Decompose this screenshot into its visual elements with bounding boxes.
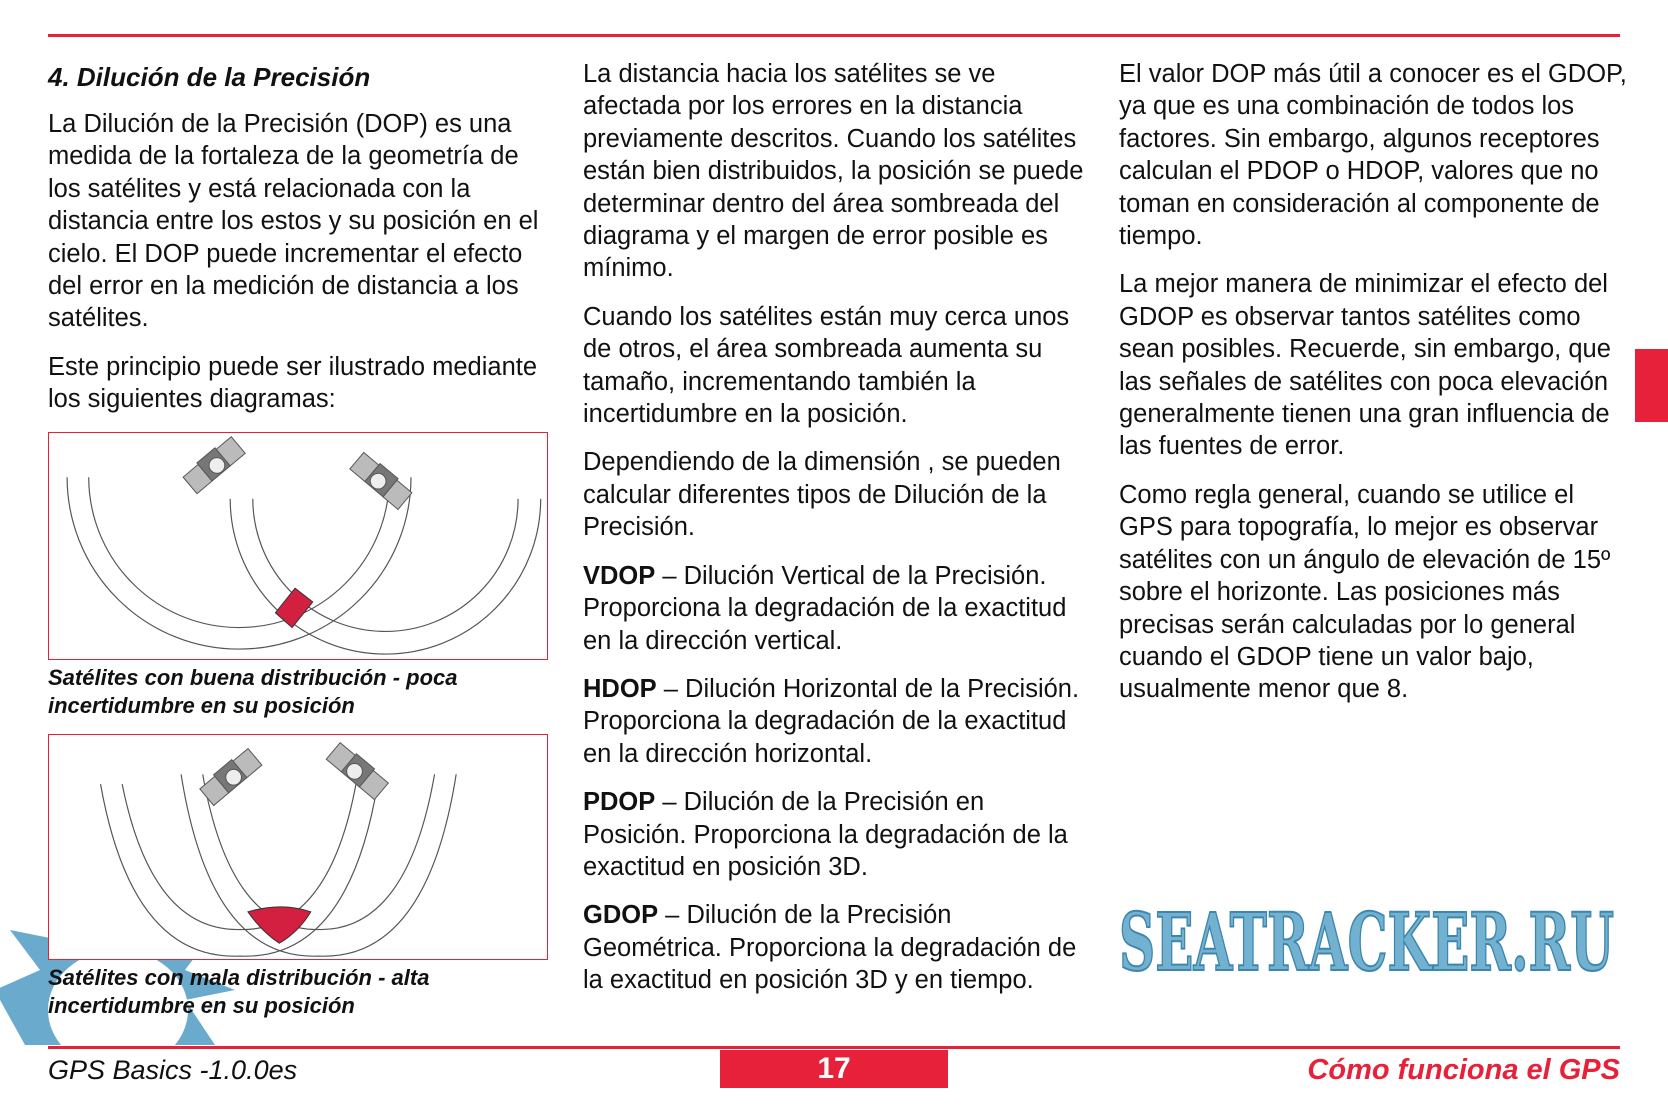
term: HDOP: [583, 674, 657, 703]
term: PDOP: [583, 788, 656, 817]
definition-vdop: VDOP – Dilución Vertical de la Precisión…: [583, 560, 1093, 657]
diagram-bad-distribution: [48, 733, 548, 960]
paragraph: La mejor manera de minimizar el efecto d…: [1119, 270, 1611, 461]
satellite-icon: [349, 451, 413, 510]
section-heading: 4. Dilución de la Precisión: [48, 62, 371, 92]
definition-text: – Dilución de la Precisión en Posición. …: [583, 788, 1068, 881]
term: GDOP: [583, 901, 659, 930]
footer-rule: [48, 1046, 1620, 1049]
footer-chapter-title: Cómo funciona el GPS: [1307, 1054, 1620, 1086]
term: VDOP: [583, 561, 656, 590]
footer-doc-title: GPS Basics -1.0.0es: [48, 1055, 298, 1085]
paragraph: Como regla general, cuando se utilice el…: [1119, 480, 1611, 704]
satellite-icon: [325, 741, 390, 800]
paragraph: El valor DOP más útil a conocer es el GD…: [1119, 60, 1627, 251]
watermark-text: SEATRACKER.RU: [1119, 895, 1614, 989]
definition-pdop: PDOP – Dilución de la Precisión en Posic…: [583, 786, 1093, 883]
definition-text: – Dilución Horizontal de la Precisión. P…: [583, 674, 1080, 768]
satellite-icon: [182, 435, 246, 495]
chapter-tab: [1635, 349, 1668, 422]
definition-text: – Dilución de la Precisión Geométrica. P…: [583, 901, 1077, 995]
caption-bad-distribution: Satélites con mala distribución - alta i…: [48, 964, 430, 1018]
column-3: El valor DOP más útil a conocer es el GD…: [1119, 58, 1629, 722]
paragraph: La distancia hacia los satélites se ve a…: [583, 60, 1084, 283]
paragraph: Este principio puede ser ilustrado media…: [48, 352, 538, 414]
paragraph: Cuando los satélites están muy cerca uno…: [583, 302, 1070, 429]
column-1: 4. Dilución de la Precisión La Dilución …: [48, 58, 548, 1034]
definition-hdop: HDOP – Dilución Horizontal de la Precisi…: [583, 673, 1093, 770]
watermark: SEATRACKER.RU: [1119, 894, 1615, 990]
top-rule: [48, 34, 1620, 37]
paragraph: Dependiendo de la dimensión , se pueden …: [583, 448, 1061, 542]
column-2: La distancia hacia los satélites se ve a…: [583, 58, 1093, 1013]
definition-text: – Dilución Vertical de la Precisión. Pro…: [583, 561, 1067, 655]
page-number: 17: [720, 1050, 948, 1088]
paragraph: La Dilución de la Precisión (DOP) es una…: [48, 110, 539, 333]
diagram-good-distribution: [48, 431, 548, 660]
definition-gdop: GDOP – Dilución de la Precisión Geométri…: [583, 899, 1093, 996]
satellite-icon: [199, 747, 263, 806]
caption-good-distribution: Satélites con buena distribución - poca …: [48, 664, 458, 718]
